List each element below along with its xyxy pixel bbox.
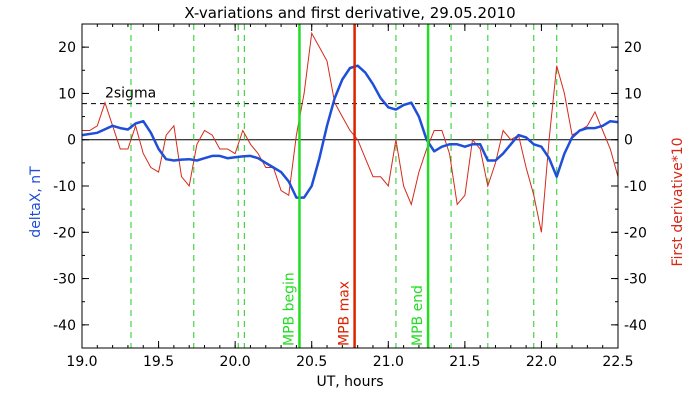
left-tick-label: -40 (53, 318, 76, 334)
right-axis-title: First derivative*10 (670, 137, 686, 266)
chart-title: X-variations and first derivative, 29.05… (184, 4, 515, 22)
x-tick-label: 19.5 (143, 354, 174, 370)
mpb-label: MPB max (337, 281, 353, 346)
left-tick-label: 20 (58, 40, 76, 56)
left-axis-title: deltaX, nT (28, 166, 44, 238)
left-tick-label: -20 (53, 225, 76, 241)
right-tick-label: 20 (624, 40, 642, 56)
left-tick-label: 0 (67, 133, 76, 149)
left-tick-label: 10 (58, 86, 76, 102)
right-tick-label: -40 (624, 318, 647, 334)
x-tick-label: 20.0 (220, 354, 251, 370)
right-tick-label: 0 (624, 133, 633, 149)
right-tick-label: -30 (624, 272, 647, 288)
right-tick-label: -20 (624, 225, 647, 241)
x-tick-label: 19.0 (66, 354, 97, 370)
mpb-label: MPB begin (281, 272, 297, 346)
x-tick-label: 22.5 (602, 354, 633, 370)
series-line-deltax (81, 64, 619, 199)
right-tick-label: -10 (624, 179, 647, 195)
series-line-derivative (82, 31, 619, 233)
x-tick-label: 22.0 (526, 354, 557, 370)
x-axis-title: UT, hours (316, 374, 383, 390)
x-tick-label: 21.5 (449, 354, 480, 370)
right-tick-label: 10 (624, 86, 642, 102)
left-tick-label: -10 (53, 179, 76, 195)
left-tick-label: -30 (53, 272, 76, 288)
x-tick-label: 20.5 (296, 354, 327, 370)
mpb-label: MPB end (410, 285, 426, 346)
x-tick-label: 21.0 (373, 354, 404, 370)
